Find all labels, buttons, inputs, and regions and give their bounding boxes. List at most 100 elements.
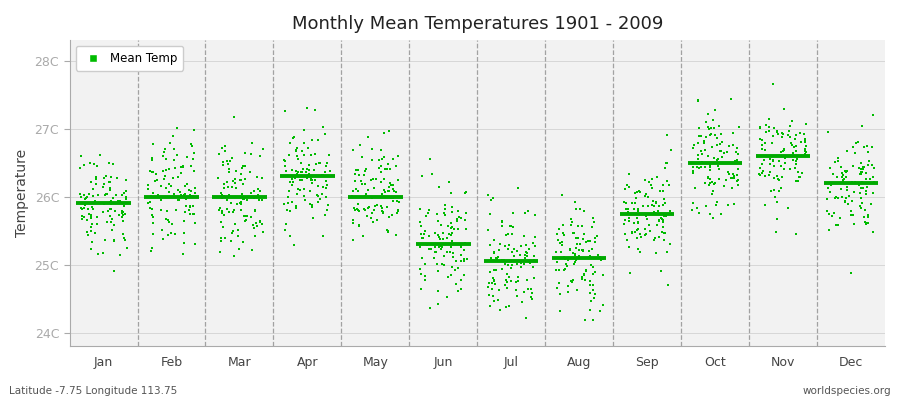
Point: [788, 144, 802, 150]
Point: [832, 180, 847, 186]
Point: [788, 165, 802, 171]
Point: [185, 211, 200, 218]
Point: [364, 195, 379, 201]
Point: [174, 191, 188, 198]
Point: [616, 198, 631, 205]
Point: [518, 210, 532, 216]
Point: [795, 170, 809, 176]
Point: [731, 177, 745, 183]
Point: [228, 221, 242, 227]
Point: [566, 230, 580, 236]
Point: [440, 249, 454, 255]
Point: [431, 234, 446, 240]
Point: [708, 106, 723, 113]
Point: [117, 203, 131, 210]
Point: [311, 160, 326, 166]
Point: [706, 117, 721, 123]
Point: [656, 182, 670, 189]
Point: [572, 252, 586, 259]
Point: [572, 247, 586, 253]
Point: [352, 208, 366, 214]
Point: [166, 175, 180, 181]
Point: [570, 287, 584, 294]
Point: [143, 168, 157, 174]
Point: [501, 303, 516, 309]
Point: [80, 229, 94, 235]
Legend: Mean Temp: Mean Temp: [76, 46, 183, 71]
Point: [756, 168, 770, 174]
Point: [777, 146, 791, 152]
Point: [486, 275, 500, 282]
Point: [454, 258, 468, 264]
Point: [225, 184, 239, 190]
Point: [697, 138, 711, 144]
Point: [439, 235, 454, 242]
Point: [495, 223, 509, 229]
Point: [501, 262, 516, 268]
Point: [513, 264, 527, 270]
Point: [222, 169, 237, 175]
Point: [215, 210, 230, 216]
Point: [432, 244, 446, 250]
Point: [829, 173, 843, 180]
Point: [145, 206, 159, 212]
Point: [634, 234, 649, 240]
Point: [78, 196, 93, 202]
Point: [226, 178, 240, 184]
Point: [236, 181, 250, 187]
Point: [372, 157, 386, 163]
Point: [84, 179, 98, 185]
Point: [357, 207, 372, 214]
Point: [244, 214, 258, 220]
Point: [227, 114, 241, 120]
Point: [638, 231, 652, 238]
Point: [247, 224, 261, 231]
Point: [857, 144, 871, 150]
Point: [622, 171, 636, 177]
Point: [699, 119, 714, 125]
Point: [253, 219, 267, 225]
Point: [853, 160, 868, 166]
Point: [364, 146, 379, 152]
Point: [784, 142, 798, 148]
Point: [841, 186, 855, 193]
Point: [485, 195, 500, 201]
Point: [116, 209, 130, 216]
Point: [627, 200, 642, 206]
Point: [233, 177, 248, 184]
Point: [441, 222, 455, 229]
Point: [836, 176, 850, 182]
Point: [185, 155, 200, 162]
Point: [788, 136, 803, 142]
Point: [798, 139, 813, 146]
Point: [292, 177, 307, 183]
Point: [578, 276, 592, 283]
Point: [778, 155, 792, 162]
Point: [176, 240, 191, 246]
Point: [786, 157, 800, 163]
Point: [442, 179, 456, 185]
Point: [712, 176, 726, 182]
Point: [648, 210, 662, 216]
Point: [586, 215, 600, 222]
Point: [84, 228, 98, 234]
Point: [446, 238, 460, 244]
Point: [507, 253, 521, 259]
Point: [767, 186, 781, 193]
Point: [73, 165, 87, 172]
Point: [774, 185, 788, 191]
Point: [77, 202, 92, 208]
Point: [345, 193, 359, 199]
Point: [558, 256, 572, 262]
Point: [483, 269, 498, 275]
Point: [649, 250, 663, 256]
Point: [277, 201, 292, 208]
Point: [96, 250, 111, 256]
Point: [318, 212, 332, 218]
Point: [638, 226, 652, 233]
Point: [691, 209, 706, 216]
Point: [176, 250, 191, 257]
Point: [375, 209, 390, 216]
Point: [104, 212, 118, 219]
Point: [311, 199, 326, 206]
